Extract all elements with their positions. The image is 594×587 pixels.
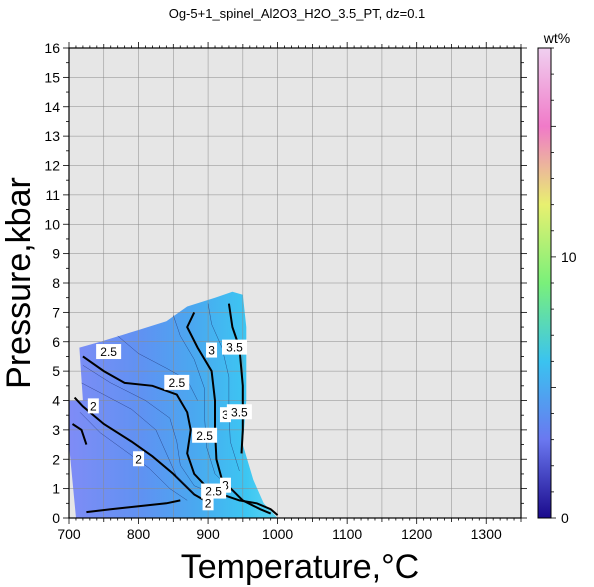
x-tick-label: 1100	[332, 526, 362, 542]
x-tick-label: 900	[196, 526, 220, 542]
y-tick-label: 3	[52, 422, 60, 438]
x-tick-label: 700	[57, 526, 81, 542]
y-tick-label: 2	[52, 451, 60, 467]
contour-label-box	[164, 374, 190, 390]
y-tick-label: 12	[44, 158, 60, 174]
colorbar: wt% 0 10	[537, 30, 577, 526]
contour-line	[71, 423, 88, 445]
colorbar-tick-label: 10	[561, 249, 577, 265]
y-axis-label: Pressure,kbar	[0, 177, 38, 389]
thin-contour-line	[207, 303, 240, 472]
x-axis: 700 800 900 1000 1100 1200 1300	[57, 42, 522, 542]
contour-label: 2	[87, 398, 99, 414]
grid	[69, 48, 521, 518]
colorbar-label: wt%	[543, 30, 570, 46]
contour-line	[227, 303, 244, 454]
x-tick-label: 1200	[401, 526, 432, 542]
y-tick-label: 11	[45, 187, 60, 203]
y-tick-label: 15	[44, 69, 60, 85]
contour-label-text: 2.5	[100, 345, 117, 359]
y-tick-label: 10	[44, 216, 60, 232]
contour-label-box	[202, 495, 214, 511]
contour-label-box	[206, 342, 218, 358]
contour-label-box	[201, 483, 227, 499]
contour-label-box	[133, 451, 145, 467]
contour-label-text: 3	[208, 344, 215, 358]
thin-contour-line	[81, 382, 195, 495]
y-tick-label: 7	[52, 304, 60, 320]
contour-label-box	[96, 344, 122, 360]
y-tick-label: 6	[52, 334, 60, 350]
x-tick-label: 1000	[262, 526, 293, 542]
colorbar-ticks: 0 10	[551, 47, 577, 526]
contour-label-text: 2.5	[168, 376, 185, 390]
y-tick-label: 8	[52, 275, 60, 291]
contour-label: 3	[219, 407, 231, 423]
contour-label-box	[87, 398, 99, 414]
contour-label: 3	[206, 342, 218, 358]
contour-label-box	[226, 404, 252, 420]
contour-label: 2.5	[164, 374, 190, 390]
contour-label: 2.5	[96, 344, 122, 360]
chart-title: Og-5+1_spinel_Al2O3_H2O_3.5_PT, dz=0.1	[169, 6, 426, 21]
y-tick-label: 14	[44, 99, 60, 115]
y-tick-label: 0	[52, 510, 60, 526]
contour-label-text: 2	[135, 452, 142, 466]
y-tick-label: 4	[52, 393, 60, 409]
contour-label: 2.5	[192, 427, 218, 443]
contour-label-text: 2	[90, 399, 97, 413]
contour-label-box	[222, 339, 248, 355]
contour-label: 3.5	[222, 339, 248, 355]
contour-line	[86, 499, 181, 514]
thin-contour-line	[173, 315, 237, 495]
contour-line	[82, 355, 279, 516]
y-tick-label: 9	[52, 246, 60, 262]
y-tick-label: 1	[52, 481, 60, 497]
contour-lines	[71, 303, 279, 516]
x-axis-label: Temperature,°C	[181, 548, 419, 586]
contour-label-box	[219, 407, 231, 423]
contour-label: 2	[133, 451, 145, 467]
thin-contour-line	[117, 335, 198, 401]
thin-contour-line	[82, 365, 223, 498]
colorbar-gradient	[537, 47, 552, 519]
contour-label-text: 2.5	[196, 429, 213, 443]
contour-label: 2.5	[201, 483, 227, 499]
contour-label: 2	[202, 495, 214, 511]
contour-label-text: 3.5	[226, 341, 243, 355]
contour-label: 3.5	[226, 404, 252, 420]
contour-label-text: 3	[222, 408, 229, 422]
colorbar-tick-label: 0	[561, 510, 569, 526]
x-tick-label: 800	[127, 526, 151, 542]
y-tick-label: 16	[44, 40, 60, 56]
contour-label-box	[192, 427, 218, 443]
x-tick-label: 1300	[471, 526, 502, 542]
y-tick-label: 13	[44, 128, 60, 144]
contour-label-text: 3.5	[231, 405, 248, 419]
y-tick-label: 5	[52, 363, 60, 379]
contour-label-text: 2	[205, 496, 212, 510]
contour-label-text: 2.5	[205, 485, 222, 499]
